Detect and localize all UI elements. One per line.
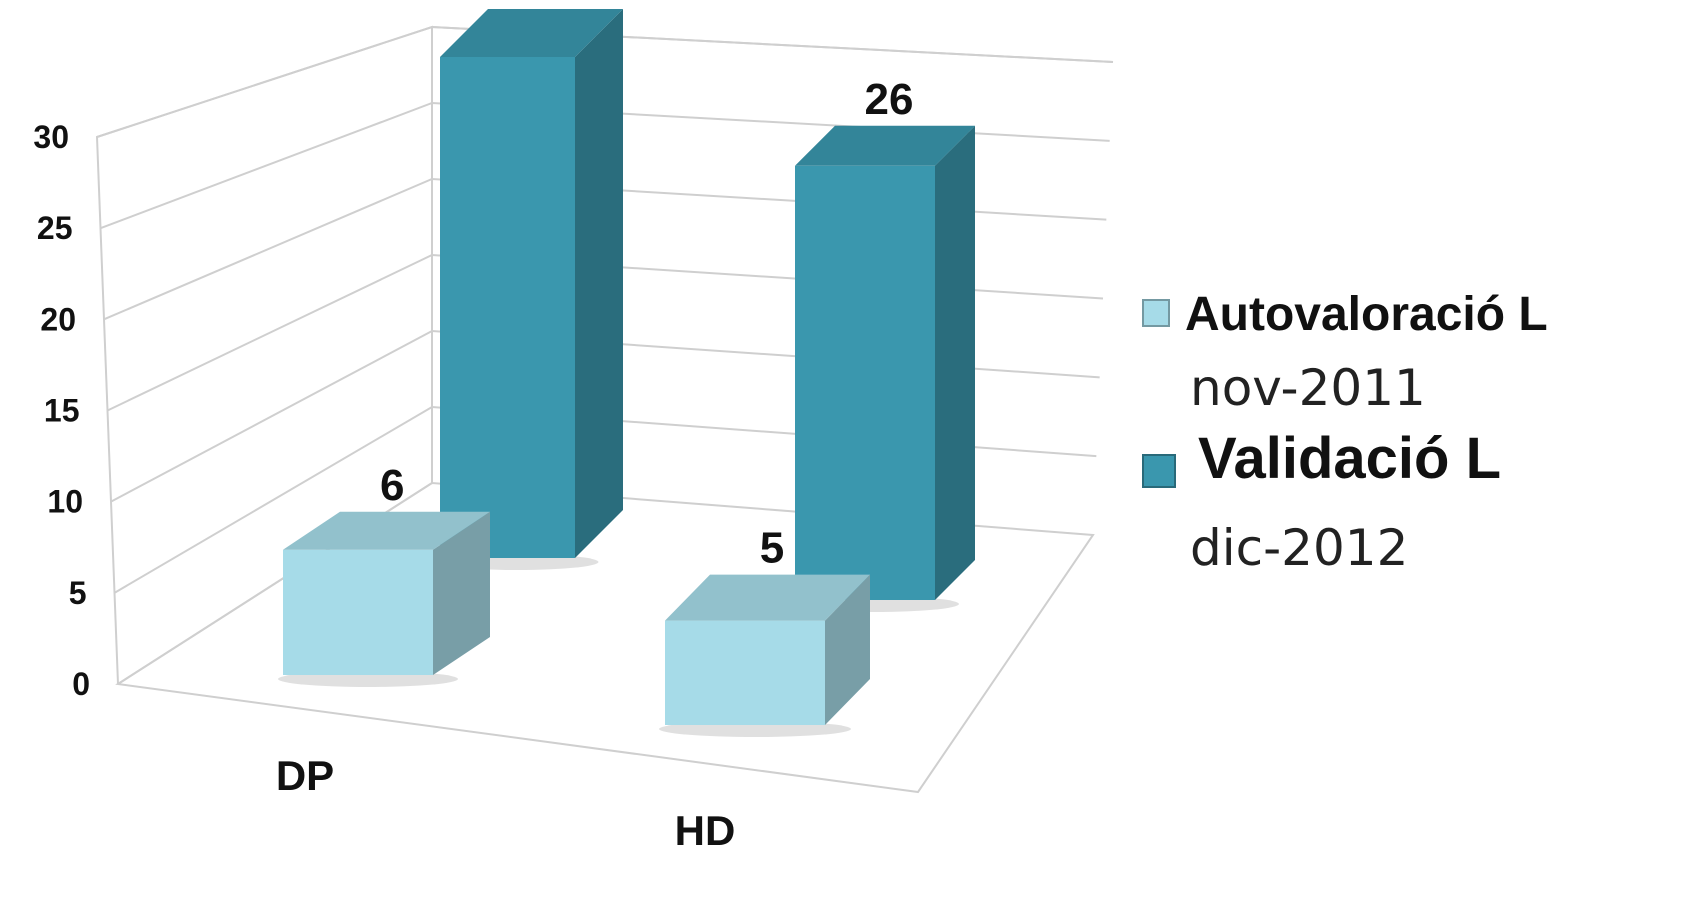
bar-top-face — [795, 125, 975, 166]
legend-label-date: nov-2011 — [1190, 359, 1426, 417]
bar-side-face — [825, 574, 870, 725]
bar-top-face — [440, 9, 623, 57]
bar-side-face — [433, 511, 490, 675]
bar-side-face — [935, 125, 975, 601]
bar-front-face — [440, 57, 575, 558]
category-label-dp: DP — [276, 752, 334, 799]
legend-label-name: Autovaloració L — [1185, 288, 1548, 341]
bar-top-face — [283, 511, 490, 550]
category-label-hd: HD — [675, 807, 736, 854]
legend-item-2: Validació L dic-2012 — [1142, 426, 1501, 577]
data-label: 26 — [865, 75, 914, 124]
bar-dp-series-1 — [278, 511, 490, 687]
bar-top-face — [665, 574, 870, 621]
bar-hd-series-2 — [791, 125, 975, 612]
legend-swatch — [1142, 299, 1170, 327]
x-axis-categories: DP HD — [276, 752, 736, 854]
bar-front-face — [795, 165, 935, 601]
y-tick-label: 10 — [47, 484, 83, 520]
gridlines — [96, 25, 1114, 594]
bars — [278, 9, 975, 737]
y-tick-label: 0 — [72, 666, 90, 702]
y-tick-label: 25 — [37, 210, 73, 246]
bar-front-face — [283, 549, 433, 675]
bar-side-face — [575, 9, 623, 558]
legend-item-1: Autovaloració L nov-2011 — [1142, 288, 1548, 417]
data-label: 5 — [760, 524, 784, 573]
legend-label-name: Validació L — [1198, 426, 1501, 491]
y-tick-label: 15 — [44, 393, 80, 429]
data-label: 30 — [512, 0, 561, 7]
y-tick-label: 20 — [40, 301, 76, 337]
data-label: 6 — [380, 461, 404, 510]
data-labels: 30 26 6 5 — [380, 0, 914, 573]
y-tick-label: 5 — [69, 575, 87, 611]
legend-swatch — [1142, 454, 1176, 488]
legend: Autovaloració L nov-2011 Validació L dic-20… — [1142, 288, 1548, 577]
bar-front-face — [665, 620, 825, 725]
bar-hd-series-1 — [659, 574, 870, 737]
y-axis-ticks: 0 5 10 15 20 25 30 — [33, 119, 90, 702]
y-tick-label: 30 — [33, 119, 69, 155]
legend-label-date: dic-2012 — [1190, 519, 1408, 577]
gridline — [96, 25, 1114, 138]
bar-dp-series-2 — [436, 9, 623, 570]
